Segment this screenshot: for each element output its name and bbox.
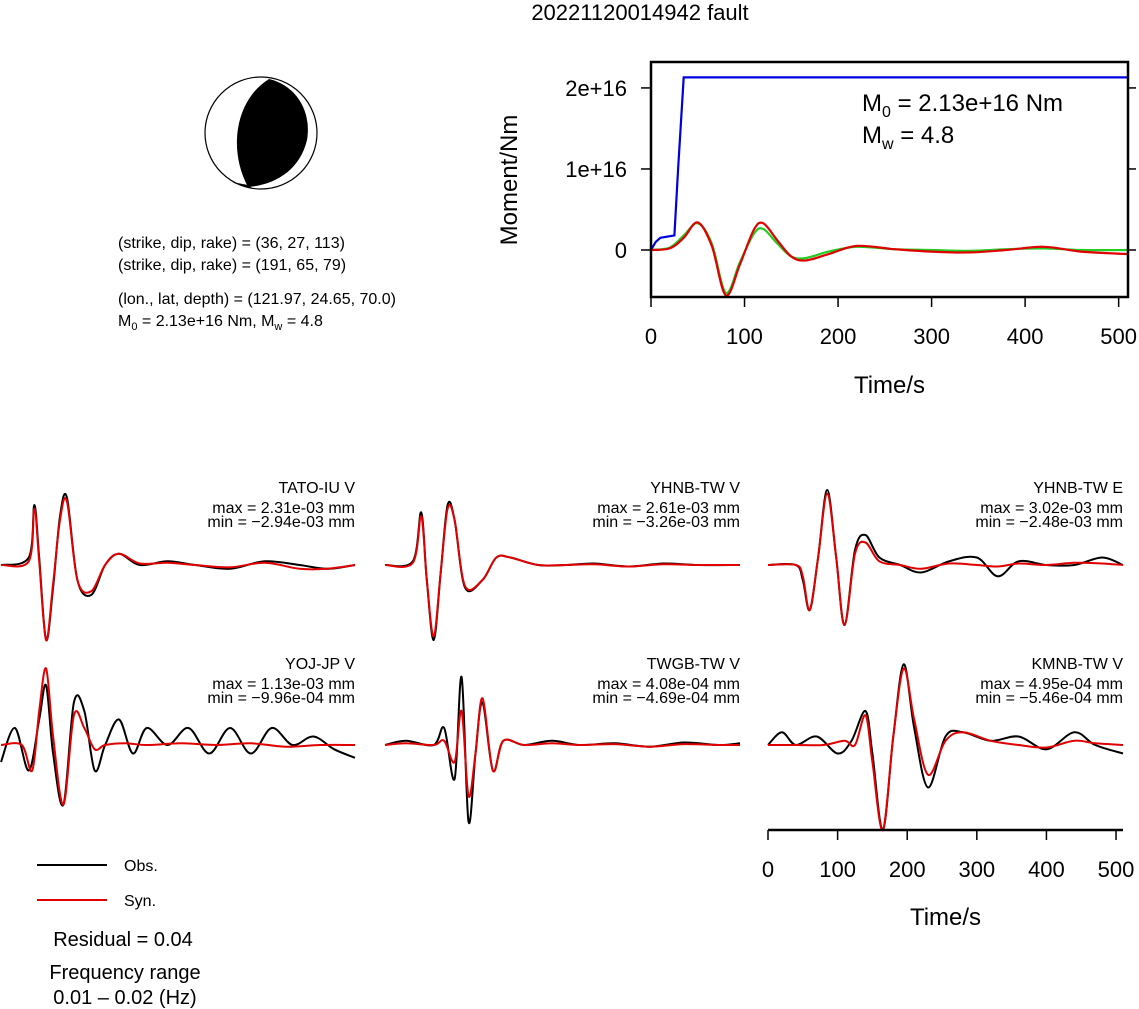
station-min: min = −4.69e-04 mm: [592, 690, 740, 707]
synthetic-trace: [767, 492, 1124, 627]
station-min: min = −3.26e-03 mm: [592, 514, 740, 531]
synthetic-trace: [384, 697, 741, 798]
synthetic-trace: [768, 667, 1124, 832]
station-max: max = 2.61e-03 mm: [597, 500, 740, 517]
station-max: max = 2.31e-03 mm: [212, 500, 355, 517]
waveform-time-axis: 0 100 200 300 400 500 Time/s: [762, 828, 1135, 931]
station-max: max = 4.95e-04 mm: [980, 676, 1123, 693]
waveform-x-tick-label: 0: [762, 857, 774, 882]
moment-annotation-mw: Mw = 4.8: [862, 122, 954, 153]
moment-y-tick-label: 1e+16: [565, 157, 627, 182]
moment-y-tick-label: 2e+16: [565, 76, 627, 101]
legend-syn-label: Syn.: [124, 893, 156, 910]
station-label: TATO-IU V: [279, 480, 356, 497]
station-max: max = 4.08e-04 mm: [597, 676, 740, 693]
station-max: max = 3.02e-03 mm: [980, 500, 1123, 517]
residual-text: Residual = 0.04: [53, 929, 193, 951]
moment-x-tick-label: 200: [820, 324, 857, 349]
frequency-range-title: Frequency range: [49, 962, 200, 984]
waveform-x-tick-label: 400: [1028, 857, 1065, 882]
moment-x-tick-label: 100: [726, 324, 763, 349]
moment-plot-frame: [649, 60, 1130, 299]
moment-x-tick-label: 500: [1100, 324, 1137, 349]
beachball-icon: [204, 76, 318, 190]
observed-trace: [0, 683, 356, 807]
moment-annotation-m0: M0 = 2.13e+16 Nm: [862, 90, 1063, 121]
station-min: min = −9.96e-04 mm: [207, 690, 355, 707]
legend: Obs. Syn.: [37, 858, 158, 910]
station-label: YHNB-TW E: [1033, 480, 1123, 497]
waveform-x-axis-label: Time/s: [910, 904, 981, 931]
moment-x-axis-label: Time/s: [854, 372, 925, 399]
moment-x-tick-label: 400: [1007, 324, 1044, 349]
moment-series-2: [650, 221, 1129, 297]
station-label: KMNB-TW V: [1031, 656, 1123, 673]
station-min: min = −2.48e-03 mm: [975, 514, 1123, 531]
location-text: (lon., lat, depth) = (121.97, 24.65, 70.…: [118, 291, 396, 308]
moment-x-tick-label: 300: [913, 324, 950, 349]
station-label: YOJ-JP V: [285, 656, 355, 673]
waveform-x-tick-label: 500: [1098, 857, 1135, 882]
moment-series-1: [650, 222, 1129, 295]
moment-series-0: [650, 76, 1128, 251]
mechanism-info: (strike, dip, rake) = (36, 27, 113) (str…: [118, 235, 396, 333]
frequency-range-value: 0.01 – 0.02 (Hz): [53, 987, 196, 1009]
synthetic-trace: [0, 667, 356, 806]
station-label: TWGB-TW V: [647, 656, 741, 673]
moment-function-chart: 0 100 200 300 400 500 0 1e+16 2e+16 Time/s Moment/…: [496, 60, 1137, 399]
station-min: min = −5.46e-04 mm: [975, 690, 1123, 707]
moment-text: M0 = 2.13e+16 Nm, Mw = 4.8: [118, 313, 323, 333]
moment-x-tick-label: 0: [645, 324, 657, 349]
waveform-x-tick-label: 300: [958, 857, 995, 882]
figure-title: 20221120014942 fault: [531, 0, 748, 25]
plane2-text: (strike, dip, rake) = (191, 65, 79): [118, 257, 346, 274]
legend-obs-label: Obs.: [124, 858, 158, 875]
moment-y-tick-label: 0: [615, 238, 627, 263]
synthetic-trace: [0, 497, 356, 642]
station-max: max = 1.13e-03 mm: [212, 676, 355, 693]
moment-y-axis-label: Moment/Nm: [496, 115, 523, 246]
station-label: YHNB-TW V: [650, 480, 740, 497]
waveform-x-tick-label: 100: [819, 857, 856, 882]
waveform-x-tick-label: 200: [889, 857, 926, 882]
plane1-text: (strike, dip, rake) = (36, 27, 113): [118, 235, 345, 252]
synthetic-trace: [384, 504, 741, 638]
station-min: min = −2.94e-03 mm: [207, 514, 355, 531]
